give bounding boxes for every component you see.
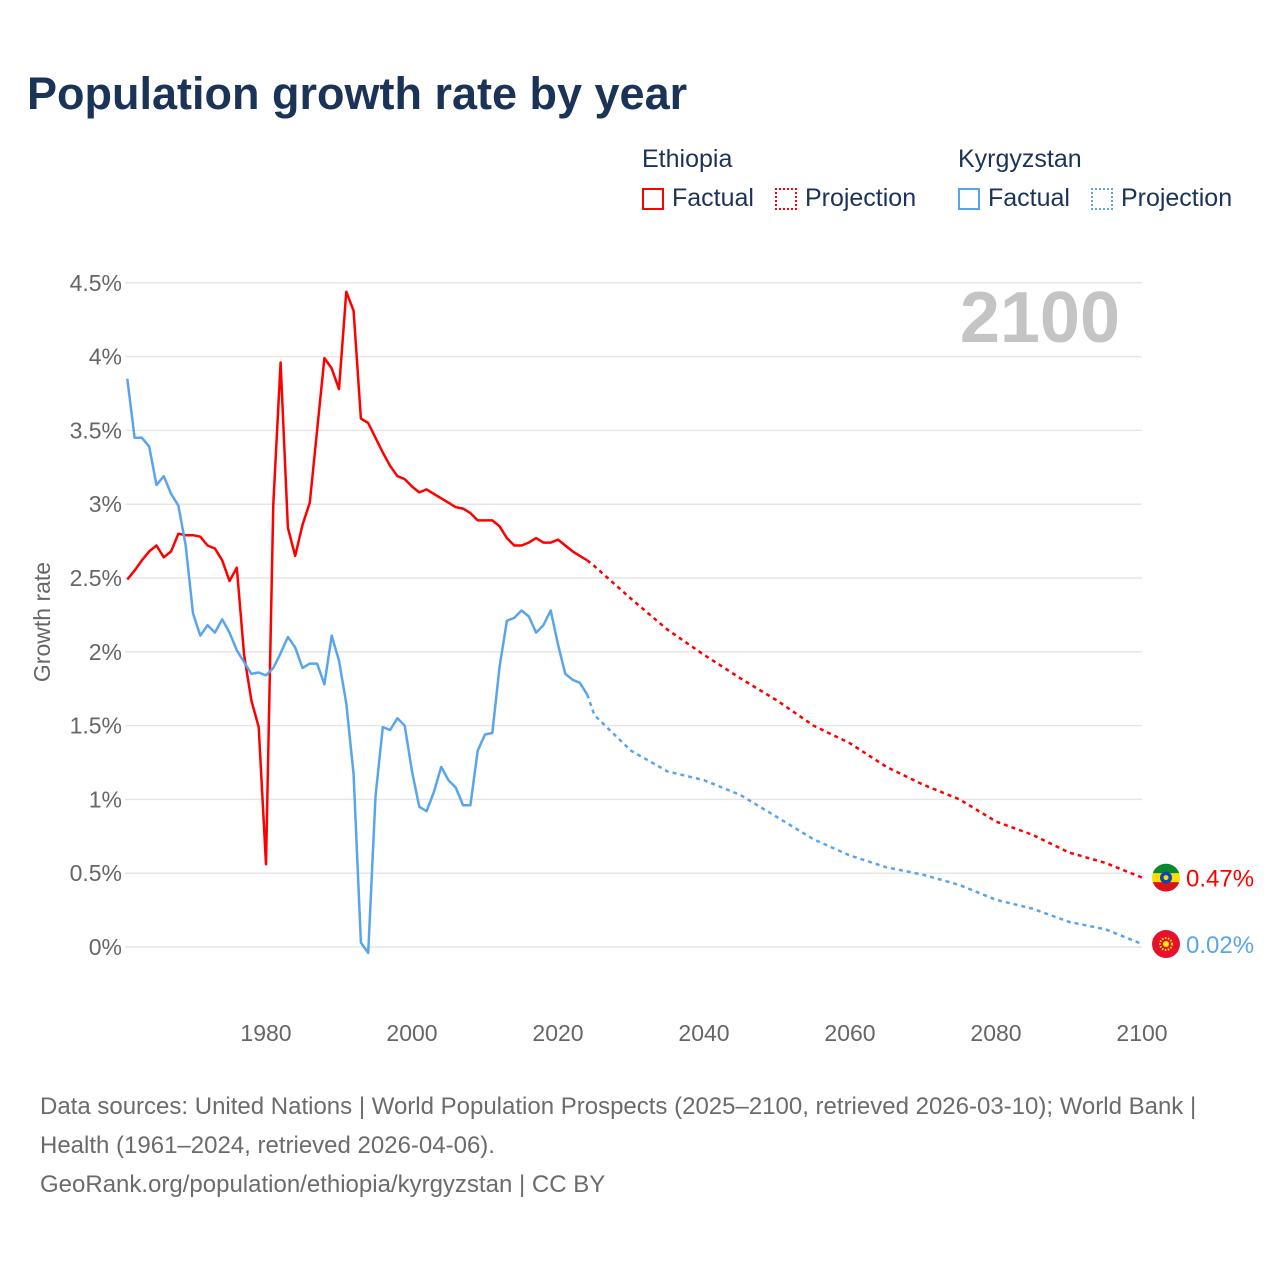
solid-swatch-icon: [642, 187, 664, 210]
y-axis-label: Growth rate: [29, 562, 55, 682]
x-tick-label: 2020: [532, 1020, 583, 1046]
legend-group-name: Kyrgyzstan: [958, 145, 1082, 173]
flag-kyrgyzstan-icon: [1152, 930, 1180, 959]
dotted-swatch-icon: [1090, 187, 1113, 210]
stripe-green: [1152, 863, 1180, 874]
y-tick-label: 1.5%: [70, 713, 122, 739]
legend-group-ethiopia: Ethiopia Factual Projection: [642, 145, 930, 217]
legend-item-kyrgyzstan-factual[interactable]: Factual: [958, 184, 1070, 213]
x-tick-label: 1980: [240, 1020, 291, 1046]
legend-group-name: Ethiopia: [642, 145, 733, 173]
legend-item-ethiopia-projection[interactable]: Projection: [774, 184, 917, 213]
attribution-link[interactable]: GeoRank.org/population/ethiopia/kyrgyzst…: [40, 1171, 606, 1198]
y-tick-label: 1%: [89, 786, 122, 812]
end-value-label: 0.02%: [1186, 932, 1254, 959]
year-badge: 2100: [960, 278, 1120, 358]
legend-label: Factual: [672, 184, 754, 212]
y-tick-label: 3%: [89, 491, 122, 517]
legend-item-ethiopia-factual[interactable]: Factual: [642, 184, 754, 213]
legend-label: Projection: [804, 184, 917, 212]
y-tick-label: 4.5%: [70, 270, 122, 296]
legend-label: Projection: [1120, 184, 1233, 212]
data-sources: Data sources: United Nations | World Pop…: [40, 1093, 1197, 1159]
y-tick-label: 3.5%: [70, 417, 122, 443]
legend-item-kyrgyzstan-projection[interactable]: Projection: [1090, 184, 1233, 213]
legend-label: Factual: [988, 184, 1070, 212]
chart-area: 0% 0.5% 1% 1.5% 2% 2.5% 3% 3.5% 4% 4.5% 1980 2000 20…: [29, 270, 1254, 1046]
y-tick-label: 0%: [89, 934, 122, 960]
y-tick-label: 0.5%: [70, 860, 122, 886]
x-tick-label: 2080: [970, 1020, 1021, 1046]
line-ethiopia-projection: [586, 559, 1143, 879]
line-kyrgyzstan-factual: [126, 378, 589, 955]
emblem-star-icon: [1163, 875, 1169, 881]
line-kyrgyzstan-projection: [586, 694, 1143, 946]
solid-swatch-icon: [958, 187, 980, 210]
flag-ethiopia-icon: [1152, 863, 1180, 892]
dotted-swatch-icon: [774, 187, 797, 210]
sun-icon: [1159, 937, 1173, 952]
footer: Data sources: United Nations | World Pop…: [40, 1087, 1240, 1204]
x-tick-label: 2060: [824, 1020, 875, 1046]
sun-center-icon: [1163, 941, 1169, 948]
legend-group-kyrgyzstan: Kyrgyzstan Factual Projection: [958, 145, 1246, 217]
line-ethiopia-factual: [126, 290, 588, 866]
x-tick-label: 2000: [386, 1020, 437, 1046]
y-tick-label: 4%: [89, 344, 122, 370]
end-value-label: 0.47%: [1186, 866, 1254, 893]
x-tick-label: 2100: [1116, 1020, 1167, 1046]
y-tick-label: 2.5%: [70, 565, 122, 591]
x-tick-label: 2040: [678, 1020, 729, 1046]
y-tick-label: 2%: [89, 639, 122, 665]
chart-title: Population growth rate by year: [27, 68, 688, 119]
stripe-red: [1152, 882, 1180, 892]
